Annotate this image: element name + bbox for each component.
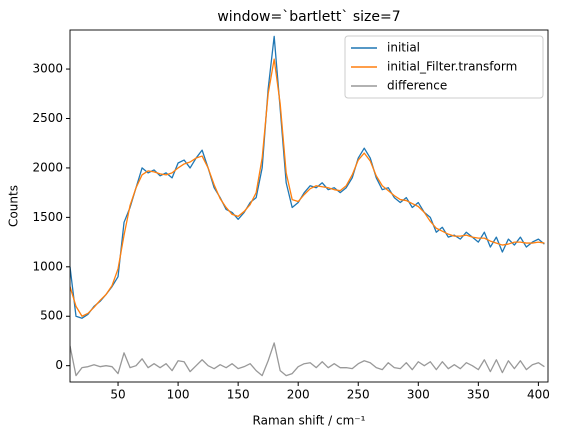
y-tick-label: 500 [40, 309, 63, 323]
y-axis-label: Counts [7, 185, 21, 227]
chart-title: window=`bartlett` size=7 [217, 9, 400, 25]
legend-box [344, 35, 544, 99]
x-axis-label: Raman shift / cm⁻¹ [253, 414, 366, 428]
series-line [70, 58, 545, 317]
x-tick-label: 400 [527, 388, 550, 402]
x-tick-label: 200 [287, 388, 310, 402]
y-tick-label: 3000 [32, 62, 63, 76]
x-tick-label: 250 [347, 388, 370, 402]
plot-frame [69, 29, 549, 383]
series-line [70, 342, 545, 377]
series-line [70, 35, 545, 319]
legend-label: difference [387, 79, 447, 93]
x-tick-label: 300 [407, 388, 430, 402]
y-tick-label: 0 [55, 358, 63, 372]
y-tick-label: 1500 [32, 210, 63, 224]
y-tick-label: 1000 [32, 259, 63, 273]
x-tick-label: 100 [167, 388, 190, 402]
legend-label: initial_Filter.transform [387, 60, 517, 74]
y-tick-label: 2000 [32, 160, 63, 174]
x-tick-label: 350 [467, 388, 490, 402]
y-tick-label: 2500 [32, 111, 63, 125]
x-tick-label: 150 [227, 388, 250, 402]
legend-label: initial [387, 41, 420, 55]
x-tick-label: 50 [110, 388, 125, 402]
